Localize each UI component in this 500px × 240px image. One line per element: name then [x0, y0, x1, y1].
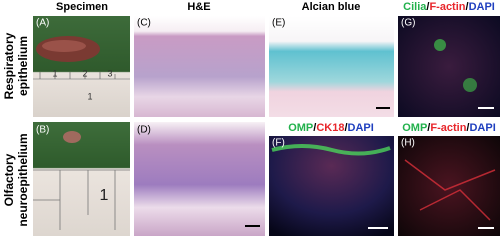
- histology-image: [134, 16, 265, 117]
- column-header: H&E: [187, 1, 210, 13]
- stain-part: CK18: [316, 122, 344, 134]
- panel-label: (G): [401, 18, 415, 29]
- ruler-number: 2: [82, 68, 87, 78]
- panel-label: (F): [272, 138, 285, 149]
- specimen-image: [33, 122, 130, 236]
- ruler-number: 1: [52, 68, 57, 78]
- panel-h: OMP/F-actin/DAPI (H): [398, 122, 500, 236]
- panel-c: (C): [134, 16, 265, 117]
- ruler-number: 1: [87, 91, 92, 101]
- histology-image: [269, 16, 394, 117]
- stain-label: OMP/CK18/DAPI: [288, 122, 374, 134]
- panel-b: 1 (B): [33, 122, 130, 236]
- specimen-image: [33, 16, 130, 117]
- stain-part: OMP: [288, 122, 313, 134]
- panel-label: (H): [401, 138, 415, 149]
- stain-part: OMP: [402, 122, 427, 134]
- stain-part: DAPI: [348, 122, 374, 134]
- row-label: Respiratory: [2, 32, 16, 99]
- fluorescence-image: [398, 16, 500, 117]
- stain-part: DAPI: [469, 1, 495, 13]
- stain-part: /: [427, 122, 430, 134]
- panel-g: (G): [398, 16, 500, 117]
- stain-part: /: [466, 122, 469, 134]
- fluorescence-image: [398, 136, 500, 236]
- row-label: Olfactory: [2, 153, 16, 206]
- panel-label: (A): [36, 18, 49, 29]
- stain-part: DAPI: [469, 122, 495, 134]
- stain-part: F-actin: [430, 122, 466, 134]
- stain-part: /: [344, 122, 347, 134]
- ruler-number: 3: [107, 68, 112, 78]
- panel-label: (C): [137, 18, 151, 29]
- row-label: epithelium: [16, 36, 30, 96]
- panel-label: (E): [272, 18, 285, 29]
- stain-label: OMP/F-actin/DAPI: [402, 122, 496, 134]
- histology-image: [134, 122, 265, 236]
- panel-d: (D): [134, 122, 265, 236]
- specimen: [63, 131, 81, 143]
- column-header: Specimen: [56, 1, 108, 13]
- stain-part: /: [466, 1, 469, 13]
- column-header: Alcian blue: [302, 1, 361, 13]
- panel-a: 1 2 3 1 (A): [33, 16, 130, 117]
- panel-f: OMP/CK18/DAPI (F): [269, 122, 394, 236]
- stain-part: F-actin: [429, 1, 465, 13]
- panel-e: (E): [269, 16, 394, 117]
- column-header: Cilia/F-actin/DAPI: [403, 1, 495, 13]
- specimen-highlight: [42, 40, 86, 52]
- panel-label: (B): [36, 125, 49, 136]
- row-label: neuroepithelium: [16, 133, 30, 226]
- stain-part: /: [426, 1, 429, 13]
- panel-label: (D): [137, 125, 151, 136]
- stain-part: /: [313, 122, 316, 134]
- ruler-number: 1: [100, 187, 109, 204]
- stain-part: Cilia: [403, 1, 427, 13]
